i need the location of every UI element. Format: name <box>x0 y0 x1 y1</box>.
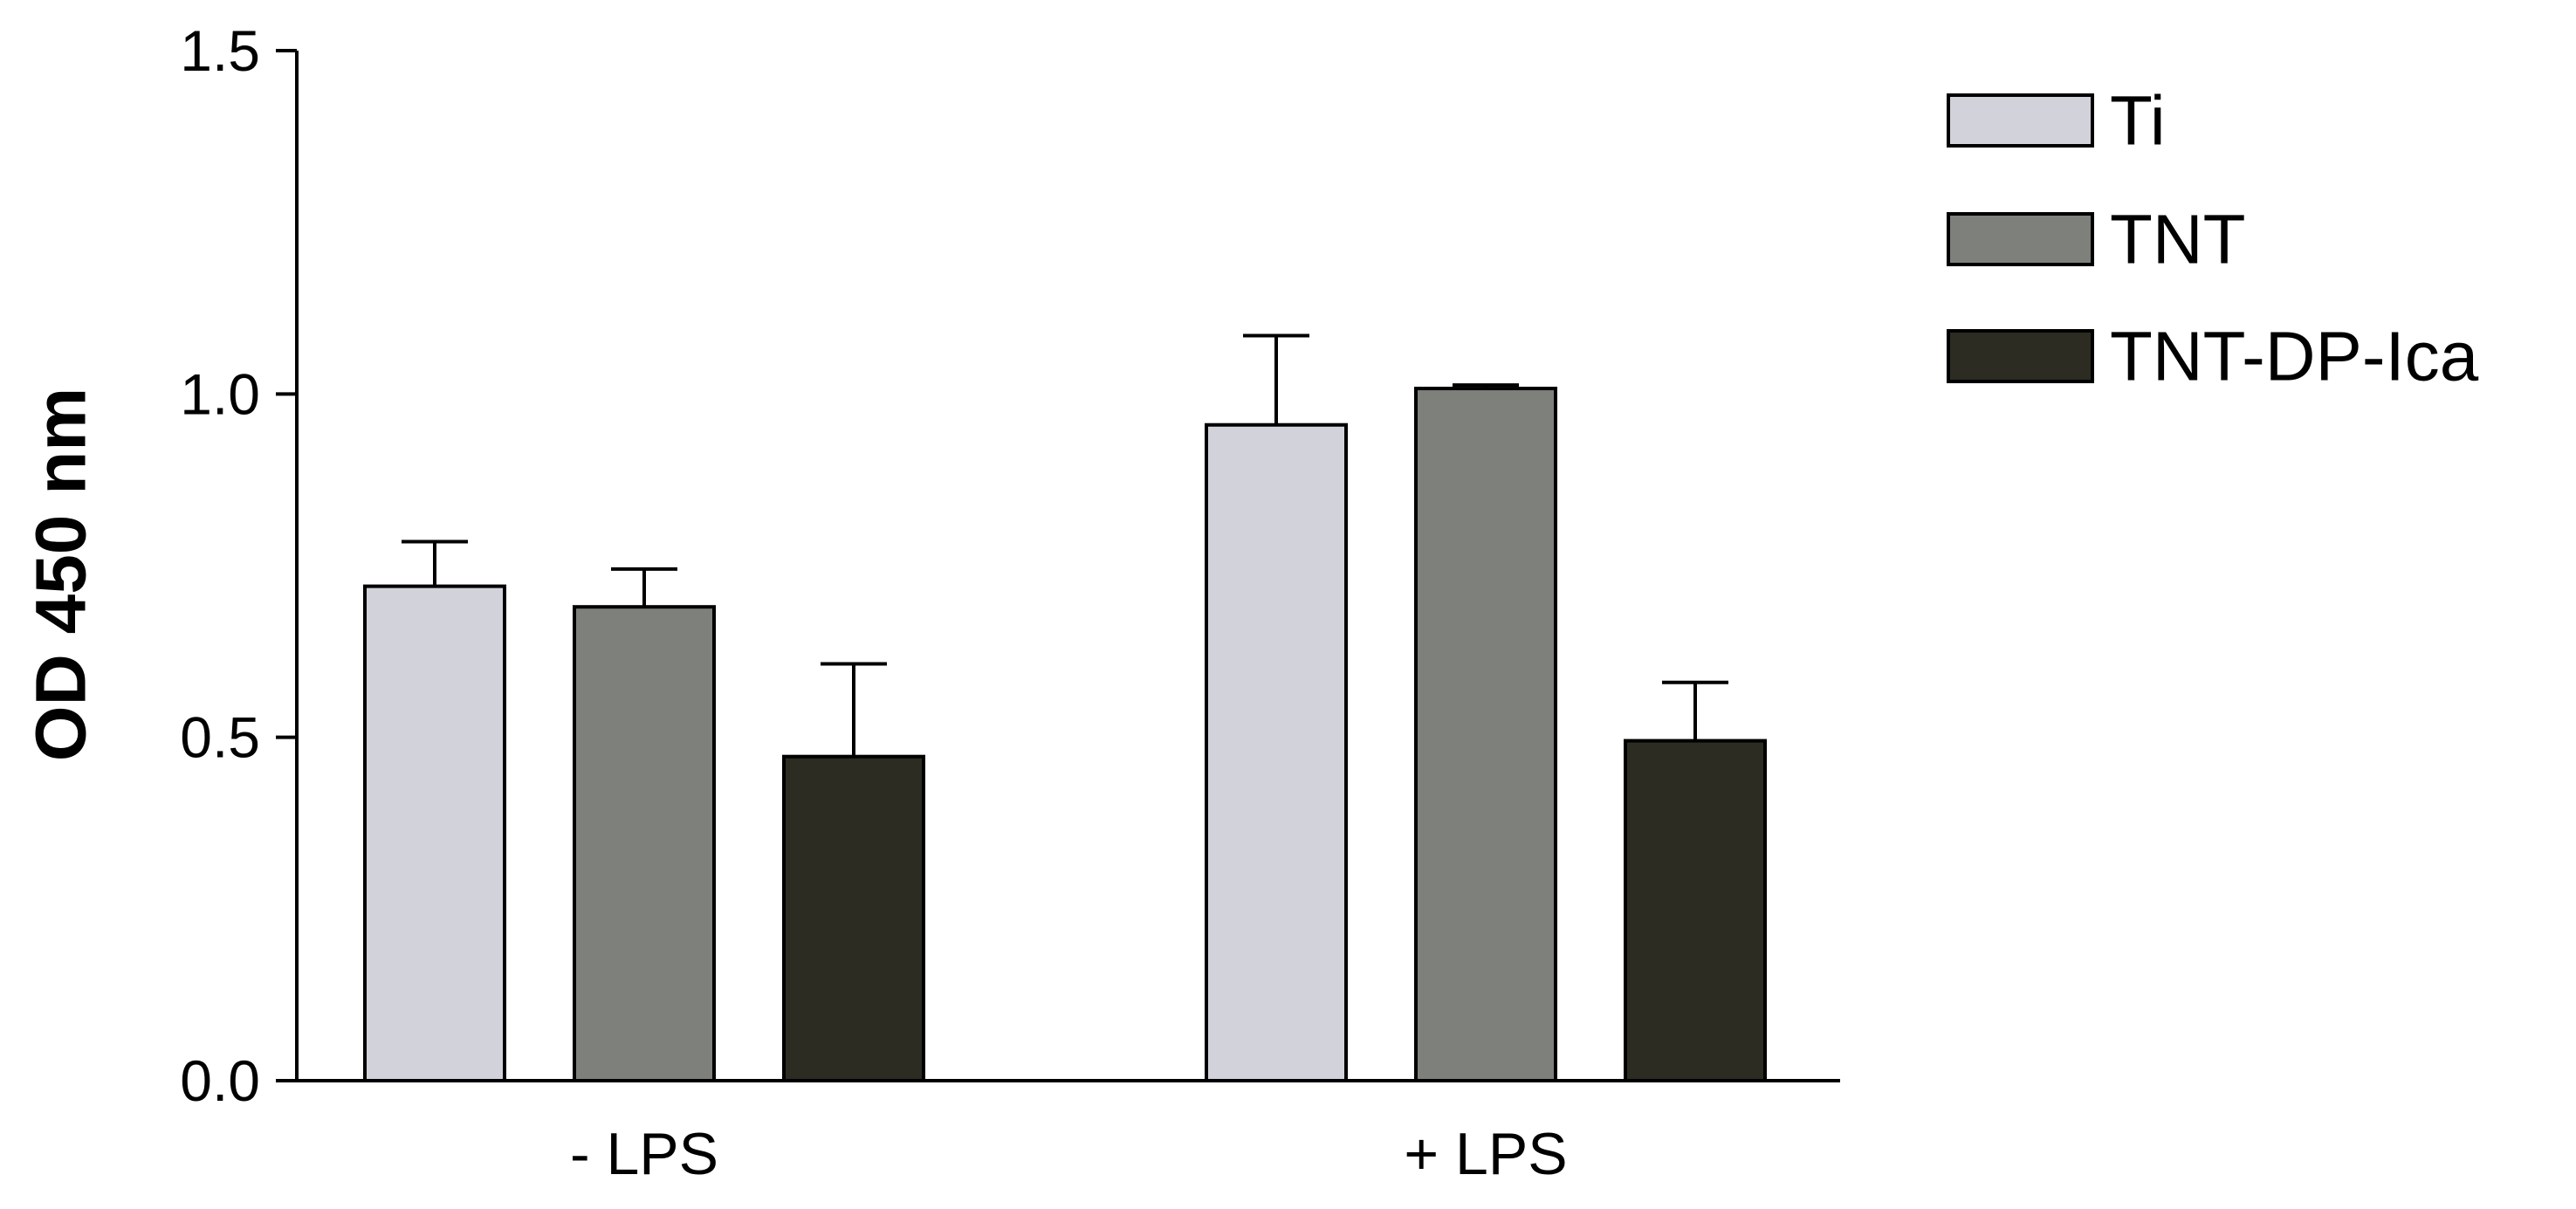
legend-label: TNT <box>2110 201 2246 278</box>
bar <box>573 605 716 1082</box>
y-tick-label: 1.5 <box>180 18 260 83</box>
legend-label: TNT-DP-Ica <box>2110 318 2479 395</box>
x-category-label: + LPS <box>1404 1121 1567 1187</box>
bar <box>363 584 506 1082</box>
y-axis-title: OD 450 nm <box>22 388 101 761</box>
bar <box>1624 738 1767 1082</box>
error-bars <box>402 333 1728 757</box>
axes <box>276 49 1840 1082</box>
bars <box>363 387 1767 1083</box>
axis-labels: 0.0 0.5 1.0 1.5 OD 450 nm - LPS + LPS <box>22 18 1568 1187</box>
legend-swatch <box>1947 329 2094 383</box>
x-category-label: - LPS <box>570 1121 718 1187</box>
y-tick-label: 0.5 <box>180 705 260 770</box>
bar <box>1414 387 1557 1083</box>
legend-swatch <box>1947 212 2094 266</box>
y-tick-label: 1.0 <box>180 361 260 426</box>
legend-label: Ti <box>2110 82 2166 160</box>
y-tick-label: 0.0 <box>180 1048 260 1113</box>
legend: Ti TNT TNT-DP-Ica <box>1947 82 2479 395</box>
bar <box>1205 422 1348 1082</box>
bar <box>782 754 925 1083</box>
legend-swatch <box>1947 93 2094 148</box>
